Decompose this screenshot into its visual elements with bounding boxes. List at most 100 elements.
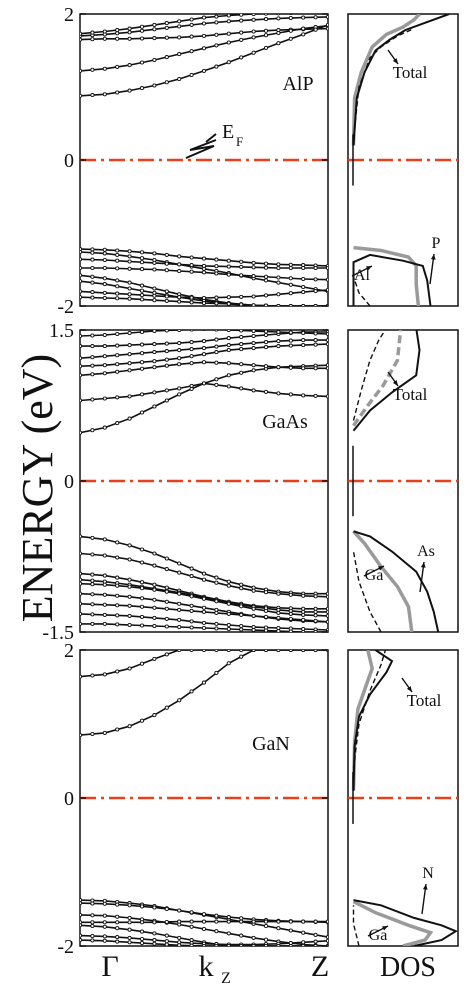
band-point <box>239 370 244 375</box>
band-point <box>102 672 107 677</box>
band-point <box>325 338 328 343</box>
band-point <box>201 943 207 946</box>
band-point <box>164 599 169 604</box>
band-point <box>164 298 169 303</box>
band-point <box>214 599 219 604</box>
band-point <box>289 323 292 326</box>
band-point <box>139 392 145 397</box>
band-point <box>177 268 182 274</box>
band-point <box>139 28 145 33</box>
band-point <box>276 14 281 16</box>
band-point <box>164 341 169 346</box>
band-point <box>325 938 328 943</box>
band-point <box>164 933 169 938</box>
band-point <box>90 592 95 597</box>
band-point <box>263 28 269 33</box>
band-point <box>263 17 269 22</box>
band-point <box>251 346 256 351</box>
band-point <box>102 265 107 271</box>
band-point <box>80 591 83 596</box>
band-point <box>90 602 95 607</box>
dos-arrowhead-icon <box>420 562 426 568</box>
band-point <box>263 364 269 369</box>
band-point <box>102 425 107 430</box>
band-point <box>127 927 132 932</box>
band-point <box>80 279 83 284</box>
band-point <box>139 351 145 356</box>
band-point <box>164 942 169 946</box>
band-point <box>90 333 95 338</box>
band-point <box>251 363 256 368</box>
dos-arrowhead-icon <box>378 566 384 571</box>
band-point <box>214 575 219 580</box>
dos-label-total: Total <box>393 385 428 404</box>
band-point <box>302 323 305 326</box>
band-point <box>139 283 145 288</box>
band-point <box>226 264 231 269</box>
band-point <box>239 330 244 333</box>
band-point <box>152 365 157 370</box>
dos-curve-gray-cb <box>352 330 403 427</box>
band-line-0 <box>80 650 328 736</box>
band-point <box>301 15 306 20</box>
band-point <box>313 919 318 924</box>
band-point <box>313 366 318 371</box>
band-point <box>301 14 305 15</box>
band-point <box>189 72 194 78</box>
band-point <box>139 614 145 619</box>
band-point <box>325 935 328 940</box>
band-point <box>127 286 132 291</box>
band-point <box>239 386 244 391</box>
band-point <box>80 265 83 271</box>
fermi-label: E <box>222 121 234 143</box>
band-point <box>164 289 169 294</box>
band-point <box>90 247 95 252</box>
band-point <box>127 577 132 582</box>
band-point <box>152 623 157 629</box>
band-point <box>127 296 132 301</box>
band-point <box>115 296 120 301</box>
band-point <box>239 259 244 264</box>
band-point <box>127 361 132 366</box>
band-point <box>164 55 169 60</box>
band-point <box>152 260 157 265</box>
panel-title: GaAs <box>262 411 308 433</box>
band-point <box>90 913 95 918</box>
band-point <box>177 935 182 940</box>
band-point <box>301 338 306 343</box>
band-point <box>189 924 194 929</box>
band-point <box>226 19 231 24</box>
band-line-8 <box>80 939 328 946</box>
band-point <box>139 596 145 601</box>
band-point <box>313 939 318 944</box>
band-point <box>139 293 145 298</box>
band-point <box>189 295 194 300</box>
dos-curve-b <box>353 245 421 306</box>
band-point <box>127 903 132 908</box>
band-point <box>325 265 328 271</box>
band-point <box>276 280 281 285</box>
band-point <box>152 286 157 291</box>
band-point <box>164 349 169 354</box>
band-point <box>226 622 231 628</box>
band-point <box>80 364 83 369</box>
band-point <box>201 609 207 614</box>
dos-curve-gray-cb <box>351 14 421 146</box>
band-point <box>90 67 95 72</box>
band-point <box>226 301 231 306</box>
band-point <box>127 88 132 93</box>
band-point <box>214 350 219 355</box>
band-line-1 <box>80 650 328 678</box>
band-point <box>164 652 169 657</box>
band-point <box>139 410 145 415</box>
band-point <box>152 938 157 943</box>
band-point <box>263 628 269 632</box>
y-tick-label: 2 <box>64 4 74 26</box>
band-point <box>301 940 306 945</box>
band-point <box>164 261 169 266</box>
band-point <box>90 578 95 583</box>
band-point <box>102 295 107 301</box>
band-point <box>80 901 83 906</box>
band-point <box>201 256 207 261</box>
band-point <box>102 251 107 256</box>
